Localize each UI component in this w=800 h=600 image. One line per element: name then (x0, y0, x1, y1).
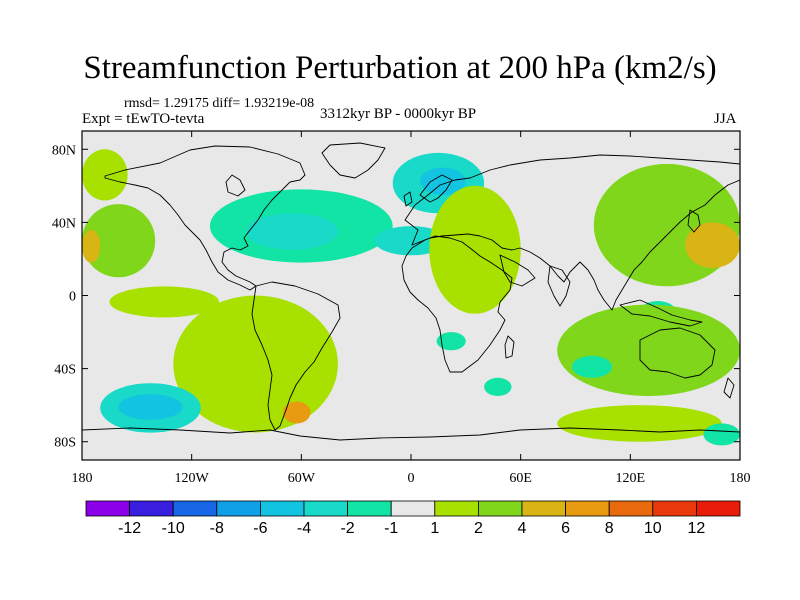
anomaly-region-north-america-core (246, 213, 338, 250)
anomaly-region-south-atlantic-negative (436, 332, 466, 351)
colorbar-swatch (259, 500, 305, 517)
anomaly-region-southern-ocean-negative (484, 377, 512, 396)
india-coast (547, 265, 571, 307)
colorbar-label: -12 (118, 520, 141, 537)
north-america-coast (104, 145, 306, 291)
arabia-coast (499, 254, 536, 287)
anomaly-region-south-america-core (283, 401, 311, 424)
colorbar-label: 12 (688, 520, 706, 537)
colorbar-swatch (565, 500, 610, 517)
colorbar-swatch (129, 500, 174, 517)
anomaly-region-antarctic-negative (703, 423, 740, 446)
europe-africa-coast (401, 235, 513, 373)
colorbar-label: -6 (253, 520, 267, 537)
anomaly-region-south-indian-negative (571, 355, 613, 378)
madagascar-coast (504, 335, 515, 359)
colorbar-swatch (347, 500, 392, 517)
eurasia-coast (404, 154, 740, 311)
experiment-label: Expt = tEwTO-tevta (82, 111, 205, 127)
antarctica-coast (82, 427, 740, 441)
x-tick-label: 120W (175, 471, 210, 486)
anomaly-region-east-asia-core (685, 222, 740, 268)
maritime-continent-coast (619, 299, 703, 327)
colorbar-label: 8 (605, 520, 614, 537)
anomaly-region-north-atlantic-core (374, 226, 448, 256)
anomaly-field (82, 149, 740, 446)
colorbar-label: 2 (474, 520, 483, 537)
anomaly-region-south-america-positive (173, 295, 338, 433)
colorbar-label: 1 (430, 520, 439, 537)
chart-title: Streamfunction Perturbation at 200 hPa (… (83, 50, 717, 86)
anomaly-region-west-pacific-core (82, 229, 101, 263)
x-tick-label: 180 (72, 471, 93, 486)
colorbar-swatch (172, 500, 218, 517)
colorbar-swatch (696, 500, 741, 517)
colorbar-swatch (434, 500, 479, 517)
anomaly-region-south-pacific-core (118, 394, 183, 420)
colorbar-swatch (216, 500, 261, 517)
period-label: 3312kyr BP - 0000kyr BP (320, 106, 477, 122)
south-america-coast (251, 281, 341, 431)
japan-coast (687, 209, 701, 233)
britain-coast (403, 191, 413, 207)
season-label: JJA (714, 111, 737, 127)
colorbar-swatch (477, 500, 523, 517)
anomaly-region-antarctic-positive (557, 405, 722, 442)
coastlines (82, 142, 740, 441)
x-tick-label: 0 (408, 471, 415, 486)
y-tick-label: 0 (69, 290, 76, 305)
colorbar-label: -2 (340, 520, 354, 537)
colorbar-swatch (608, 500, 654, 517)
map-axes: 180 120W 60W 0 60E 120E 180 80N 40N 0 40S 80S (52, 131, 751, 486)
colorbar-swatch (303, 500, 348, 517)
colorbar-label: 10 (644, 520, 662, 537)
anomaly-region-africa-positive (429, 185, 521, 314)
colorbar-swatch (652, 500, 697, 517)
colorbar-label: 6 (561, 520, 570, 537)
greenland-coast (321, 142, 386, 179)
x-tick-label: 60E (509, 471, 532, 486)
x-tick-label: 120E (616, 471, 646, 486)
colorbar-swatch (390, 500, 436, 517)
colorbar-label: -1 (384, 520, 398, 537)
colorbar: -12 -10 -8 -6 -4 -2 -1 1 2 4 6 8 10 12 (85, 500, 741, 537)
anomaly-region-west-pacific-positive (82, 204, 156, 278)
colorbar-label: -10 (162, 520, 185, 537)
colorbar-label: -4 (297, 520, 311, 537)
x-tick-label: 60W (288, 471, 316, 486)
y-tick-label: 80S (54, 436, 76, 451)
anomaly-region-scandinavia-core (420, 167, 466, 195)
anomaly-region-north-pacific-positive (82, 149, 128, 201)
anomaly-region-east-pacific-positive (109, 286, 220, 318)
new-zealand-coast (723, 377, 735, 399)
scandinavia-coast (419, 174, 453, 203)
y-tick-label: 80N (52, 143, 76, 158)
colorbar-swatch (521, 500, 566, 517)
colorbar-label: 4 (518, 520, 527, 537)
stats-label: rmsd= 1.29175 diff= 1.93219e-08 (124, 96, 315, 111)
x-tick-label: 180 (730, 471, 751, 486)
anomaly-region-australia-positive (557, 304, 740, 396)
hudson-bay-coast (225, 174, 246, 197)
australia-coast (639, 327, 716, 379)
colorbar-swatch (85, 500, 130, 517)
y-tick-label: 40N (52, 216, 76, 231)
colorbar-label: -8 (210, 520, 224, 537)
y-tick-label: 40S (54, 363, 76, 378)
